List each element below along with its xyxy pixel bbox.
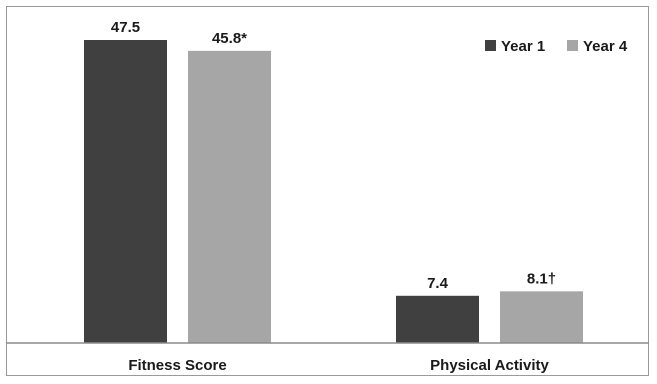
- legend-label: Year 4: [583, 38, 628, 55]
- bar-physical-activity-year-1: [396, 295, 479, 343]
- legend: Year 1 Year 4: [485, 38, 628, 55]
- data-label: 45.8*: [212, 30, 247, 47]
- bars-layer: [84, 40, 583, 344]
- legend-swatch: [485, 40, 496, 51]
- bar-fitness-score-year-4: [188, 50, 271, 344]
- data-label: 7.4: [427, 275, 449, 292]
- legend-label: Year 1: [501, 38, 545, 55]
- x-tick-label: Physical Activity: [430, 357, 549, 374]
- x-tick-label: Fitness Score: [128, 357, 226, 374]
- bar-fitness-score-year-1: [84, 40, 167, 343]
- data-label: 47.5: [111, 19, 140, 36]
- legend-swatch: [567, 40, 578, 51]
- labels-layer: 47.5 45.8* Fitness Score 7.4 8.1† Physical Ac…: [111, 19, 556, 374]
- bar-physical-activity-year-4: [500, 291, 583, 343]
- data-label: 8.1†: [527, 270, 556, 287]
